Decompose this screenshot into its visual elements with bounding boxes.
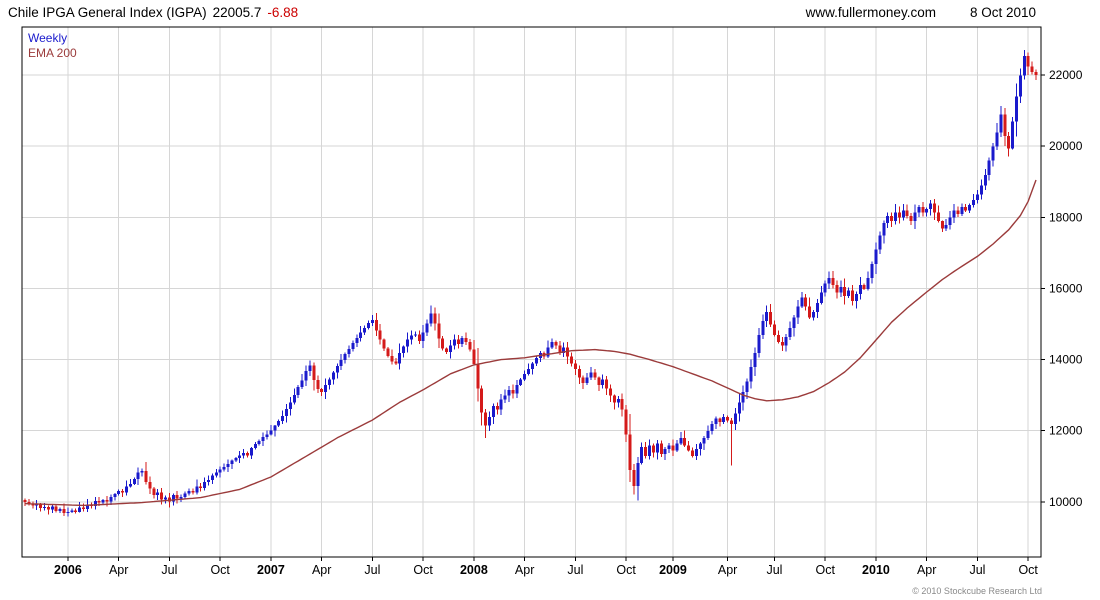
chart-legend: Weekly EMA 200 — [28, 31, 77, 61]
x-axis-month-label: Apr — [515, 563, 534, 577]
y-axis-label: 12000 — [1049, 424, 1083, 438]
index-name: Chile IPGA General Index (IGPA) — [8, 5, 207, 20]
x-axis-year-label: 2007 — [257, 563, 285, 577]
date-label: 8 Oct 2010 — [969, 5, 1036, 20]
last-value: 22005.7 — [212, 5, 262, 20]
x-axis-month-label: Oct — [210, 563, 230, 577]
header-right: www.fullermoney.com 8 Oct 2010 — [806, 5, 1036, 20]
x-axis-month-label: Jul — [364, 563, 380, 577]
x-axis-year-label: 2009 — [659, 563, 687, 577]
x-axis-month-label: Apr — [718, 563, 737, 577]
x-axis-year-label: 2006 — [54, 563, 82, 577]
website-label: www.fullermoney.com — [805, 5, 936, 20]
x-axis-month-label: Jul — [567, 563, 583, 577]
chart-header: Chile IPGA General Index (IGPA) 22005.7 -6… — [0, 0, 1100, 24]
y-axis-label: 16000 — [1049, 281, 1083, 295]
legend-weekly-label: Weekly — [28, 31, 68, 45]
y-axis-label: 10000 — [1049, 495, 1083, 509]
y-axis-label: 22000 — [1049, 68, 1083, 82]
y-axis-label: 20000 — [1049, 139, 1083, 153]
x-axis-month-label: Jul — [969, 563, 985, 577]
x-axis-month-label: Jul — [766, 563, 782, 577]
x-axis-month-label: Apr — [312, 563, 331, 577]
x-axis-month-label: Jul — [161, 563, 177, 577]
x-axis-year-label: 2010 — [862, 563, 890, 577]
x-axis-month-label: Apr — [917, 563, 936, 577]
x-axis-month-label: Oct — [616, 563, 636, 577]
x-axis-month-label: Oct — [413, 563, 433, 577]
x-axis-month-label: Apr — [109, 563, 128, 577]
y-axis-label: 14000 — [1049, 353, 1083, 367]
change-value: -6.88 — [267, 5, 299, 20]
legend-ema-label: EMA 200 — [28, 46, 77, 60]
x-axis-month-label: Oct — [1018, 563, 1038, 577]
copyright-notice: © 2010 Stockcube Research Ltd — [912, 586, 1042, 596]
chart-title: Chile IPGA General Index (IGPA) 22005.7 -6… — [8, 5, 298, 20]
y-axis-label: 18000 — [1049, 210, 1083, 224]
x-axis-month-label: Oct — [815, 563, 835, 577]
x-axis-year-label: 2008 — [460, 563, 488, 577]
